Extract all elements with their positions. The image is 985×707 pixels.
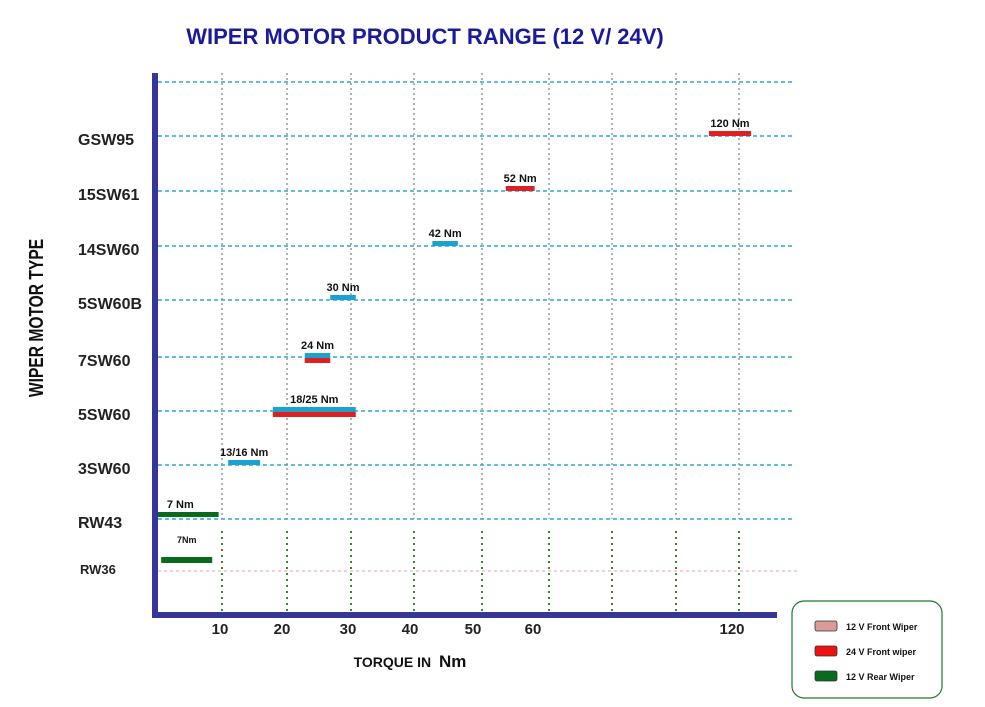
bar-label-14sw60: 42 Nm xyxy=(429,228,462,240)
x-tick-60: 60 xyxy=(525,621,542,638)
bar-label-5sw60b: 30 Nm xyxy=(327,282,360,294)
legend: 12 V Front Wiper 24 V Front wiper 12 V Rea… xyxy=(791,600,943,699)
y-label-gsw95: GSW95 xyxy=(78,132,134,149)
bar-3sw60-s0 xyxy=(228,460,261,465)
x-tick-10: 10 xyxy=(212,621,229,638)
bar-label-3sw60: 13/16 Nm xyxy=(220,447,269,459)
x-axis-line xyxy=(152,612,777,618)
bar-label-7sw60: 24 Nm xyxy=(301,340,334,352)
bar-7sw60-s0 xyxy=(304,353,331,358)
bar-label-rw43: 7 Nm xyxy=(167,499,194,511)
x-tick-20: 20 xyxy=(274,621,291,638)
y-label-7sw60: 7SW60 xyxy=(78,353,131,370)
y-axis-labels: GSW95 15SW61 14SW60 5SW60B 7SW60 5SW60 3SW60 RW… xyxy=(78,132,142,577)
bar-label-5sw60: 18/25 Nm xyxy=(290,394,339,406)
bar-gsw95-s1 xyxy=(709,131,751,136)
x-axis-title-unit: Nm xyxy=(439,652,466,671)
y-label-rw36: RW36 xyxy=(80,562,116,577)
bar-5sw60b-s0 xyxy=(330,295,356,300)
bar-label-rw36: 7Nm xyxy=(177,535,197,545)
bar-label-gsw95: 120 Nm xyxy=(710,118,749,130)
y-label-15sw61: 15SW61 xyxy=(78,187,139,204)
y-label-5sw60b: 5SW60B xyxy=(78,296,142,313)
legend-label-0: 12 V Front Wiper xyxy=(846,622,918,632)
x-axis-ticks: 10 20 30 40 50 60 120 xyxy=(212,621,745,638)
x-tick-40: 40 xyxy=(402,621,419,638)
x-axis-title-prefix: TORQUE IN xyxy=(354,654,432,670)
legend-swatch-0 xyxy=(814,620,838,632)
x-tick-120: 120 xyxy=(719,621,744,638)
y-label-5sw60: 5SW60 xyxy=(78,407,131,424)
y-label-rw43: RW43 xyxy=(78,515,122,532)
y-axis-title: WIPER MOTOR TYPE xyxy=(25,239,47,397)
bar-label-15sw61: 52 Nm xyxy=(504,173,537,185)
x-tick-50: 50 xyxy=(465,621,482,638)
y-axis-line xyxy=(152,73,158,618)
bar-5sw60-s0 xyxy=(272,407,356,412)
legend-items: 12 V Front Wiper 24 V Front wiper 12 V Rea… xyxy=(814,620,918,682)
bar-rw43-s2 xyxy=(158,512,219,517)
legend-label-1: 24 V Front wiper xyxy=(846,647,917,657)
y-label-3sw60: 3SW60 xyxy=(78,461,131,478)
bar-5sw60-s1 xyxy=(272,412,356,417)
bar-14sw60-s0 xyxy=(432,241,458,246)
bar-rw36-s2 xyxy=(161,557,213,563)
chart-title: WIPER MOTOR PRODUCT RANGE (12 V/ 24V) xyxy=(186,24,664,49)
bar-15sw61-s1 xyxy=(505,186,535,191)
x-tick-30: 30 xyxy=(340,621,357,638)
y-label-14sw60: 14SW60 xyxy=(78,242,139,259)
legend-label-2: 12 V Rear Wiper xyxy=(846,672,915,682)
bar-7sw60-s1 xyxy=(304,358,331,363)
grid xyxy=(158,73,798,612)
legend-swatch-1 xyxy=(814,645,838,657)
legend-swatch-2 xyxy=(814,670,838,682)
bars: 120 Nm 52 Nm 42 Nm 30 Nm 24 Nm 18/25 Nm 13/16 … xyxy=(158,118,751,563)
x-axis-title: TORQUE IN Nm xyxy=(354,652,467,671)
